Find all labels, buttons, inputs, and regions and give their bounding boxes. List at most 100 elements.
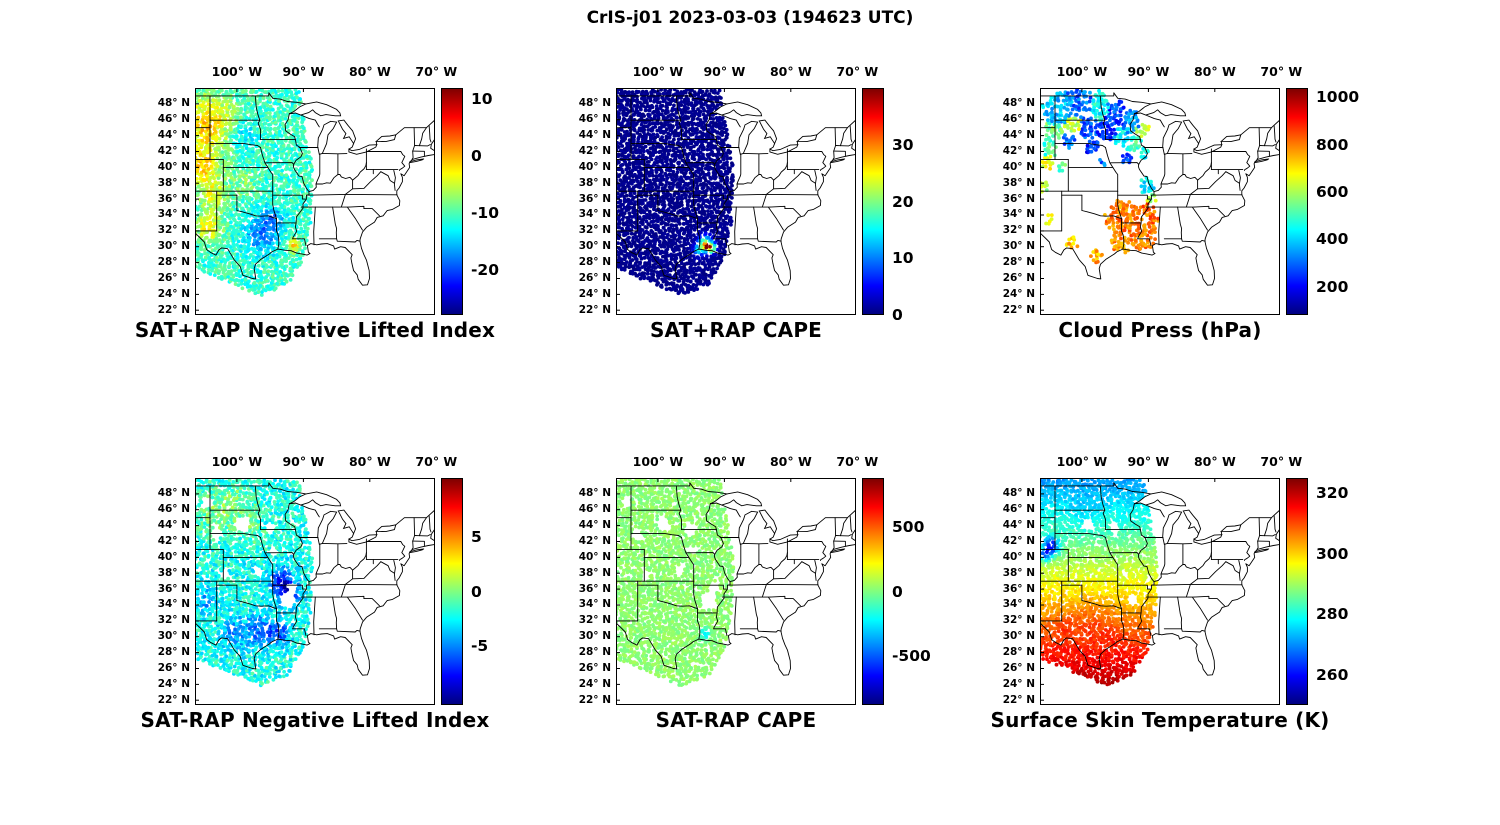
lat-tick-label: 34° N <box>1002 208 1035 221</box>
lon-tick-label: 80° W <box>769 454 812 469</box>
state-borders <box>195 88 435 311</box>
lat-tick-label: 26° N <box>157 661 190 674</box>
lat-tick-label: 24° N <box>157 677 190 690</box>
lat-tick-label: 42° N <box>157 534 190 547</box>
lat-tick-label: 46° N <box>578 503 611 516</box>
lat-tick-label: 40° N <box>1002 550 1035 563</box>
lat-tick-label: 30° N <box>157 240 190 253</box>
lat-tick-label: 34° N <box>578 208 611 221</box>
lon-tick-label: 70° W <box>415 454 458 469</box>
lat-tick-label: 46° N <box>578 113 611 126</box>
panel-title: SAT+RAP CAPE <box>649 318 823 342</box>
lat-tick-label: 26° N <box>157 271 190 284</box>
map-sat-plus-rap-lifted-index <box>195 88 435 315</box>
colorbar <box>862 88 884 315</box>
lat-tick-label: 28° N <box>578 646 611 659</box>
lon-tick-label: 100° W <box>632 454 684 469</box>
map-surface-skin-temperature <box>1040 478 1280 705</box>
panel-title: SAT-RAP CAPE <box>655 708 817 732</box>
state-borders <box>616 478 856 701</box>
lat-tick-label: 46° N <box>1002 503 1035 516</box>
lat-tick-label: 36° N <box>157 582 190 595</box>
lat-tick-label: 34° N <box>157 208 190 221</box>
lat-tick-label: 28° N <box>157 646 190 659</box>
colorbar <box>862 478 884 705</box>
lat-tick-label: 26° N <box>578 661 611 674</box>
lat-tick-label: 30° N <box>1002 630 1035 643</box>
map-sat-minus-rap-cape <box>616 478 856 705</box>
state-borders <box>1040 88 1280 311</box>
map-frame <box>616 88 856 315</box>
lon-tick-label: 90° W <box>282 454 325 469</box>
data-points <box>195 88 314 297</box>
lon-tick-label: 70° W <box>836 64 879 79</box>
lat-tick-label: 48° N <box>578 97 611 110</box>
lat-tick-label: 32° N <box>578 224 611 237</box>
lon-tick-label: 70° W <box>415 64 458 79</box>
lat-tick-label: 26° N <box>1002 271 1035 284</box>
lat-tick-label: 22° N <box>578 693 611 706</box>
lat-tick-label: 36° N <box>157 192 190 205</box>
colorbar-tick-label: -10 <box>471 203 500 222</box>
lat-tick-label: 28° N <box>1002 646 1035 659</box>
lon-tick-label: 70° W <box>836 454 879 469</box>
map-frame <box>1040 478 1280 705</box>
colorbar-tick-label: 1000 <box>1316 88 1360 107</box>
lat-tick-label: 44° N <box>1002 519 1035 532</box>
lat-tick-label: 40° N <box>157 160 190 173</box>
lon-tick-label: 80° W <box>1193 454 1236 469</box>
panel-surface-skin-temperature: 100° W 90° W 80° W 70° W 48° N 46° N 44° N 42°… <box>990 448 1370 753</box>
lat-tick-label: 32° N <box>157 614 190 627</box>
lat-tick-label: 42° N <box>1002 144 1035 157</box>
lat-tick-label: 44° N <box>157 519 190 532</box>
lon-tick-label: 70° W <box>1260 64 1303 79</box>
lat-tick-label: 26° N <box>1002 661 1035 674</box>
colorbar-tick-label: 200 <box>1316 277 1349 296</box>
lon-tick-label: 90° W <box>1127 454 1170 469</box>
lat-tick-label: 28° N <box>1002 256 1035 269</box>
lat-tick-label: 22° N <box>578 303 611 316</box>
colorbar-tick-label: 30 <box>892 135 914 154</box>
lat-tick-label: 34° N <box>157 598 190 611</box>
lat-tick-label: 28° N <box>578 256 611 269</box>
lat-tick-label: 38° N <box>578 566 611 579</box>
map-frame <box>616 478 856 705</box>
colorbar-tick-label: 800 <box>1316 135 1349 154</box>
lat-tick-label: 46° N <box>157 113 190 126</box>
lat-tick-label: 30° N <box>1002 240 1035 253</box>
map-frame <box>195 478 435 705</box>
colorbar-tick-label: 10 <box>471 90 493 109</box>
lat-tick-label: 42° N <box>1002 534 1035 547</box>
lat-tick-label: 30° N <box>157 630 190 643</box>
lat-tick-label: 40° N <box>578 550 611 563</box>
lat-tick-label: 28° N <box>157 256 190 269</box>
lat-tick-label: 22° N <box>1002 303 1035 316</box>
lat-tick-label: 44° N <box>157 129 190 142</box>
colorbar-tick-label: -500 <box>892 646 931 665</box>
lat-tick-label: 26° N <box>578 271 611 284</box>
lat-tick-label: 36° N <box>1002 582 1035 595</box>
lat-tick-label: 32° N <box>157 224 190 237</box>
lat-tick-label: 24° N <box>1002 677 1035 690</box>
lat-tick-label: 24° N <box>1002 287 1035 300</box>
map-sat-minus-rap-lifted-index <box>195 478 435 705</box>
panel-title: Cloud Press (hPa) <box>1058 318 1262 342</box>
map-cloud-press <box>1040 88 1280 315</box>
panel-title: SAT+RAP Negative Lifted Index <box>134 318 496 342</box>
lat-tick-label: 24° N <box>578 287 611 300</box>
lat-tick-label: 48° N <box>578 487 611 500</box>
lat-tick-label: 42° N <box>578 144 611 157</box>
figure-title: CrIS-j01 2023-03-03 (194623 UTC) <box>586 8 914 28</box>
lat-tick-label: 42° N <box>157 144 190 157</box>
lat-tick-label: 46° N <box>1002 113 1035 126</box>
lat-tick-label: 40° N <box>1002 160 1035 173</box>
lon-tick-label: 90° W <box>1127 64 1170 79</box>
lat-tick-label: 44° N <box>1002 129 1035 142</box>
data-points <box>195 478 315 688</box>
data-points <box>616 478 736 687</box>
colorbar-tick-label: 500 <box>892 518 925 536</box>
lat-tick-label: 38° N <box>1002 176 1035 189</box>
panel-title: SAT-RAP Negative Lifted Index <box>140 708 490 732</box>
lat-tick-label: 44° N <box>578 129 611 142</box>
lat-tick-label: 40° N <box>578 160 611 173</box>
